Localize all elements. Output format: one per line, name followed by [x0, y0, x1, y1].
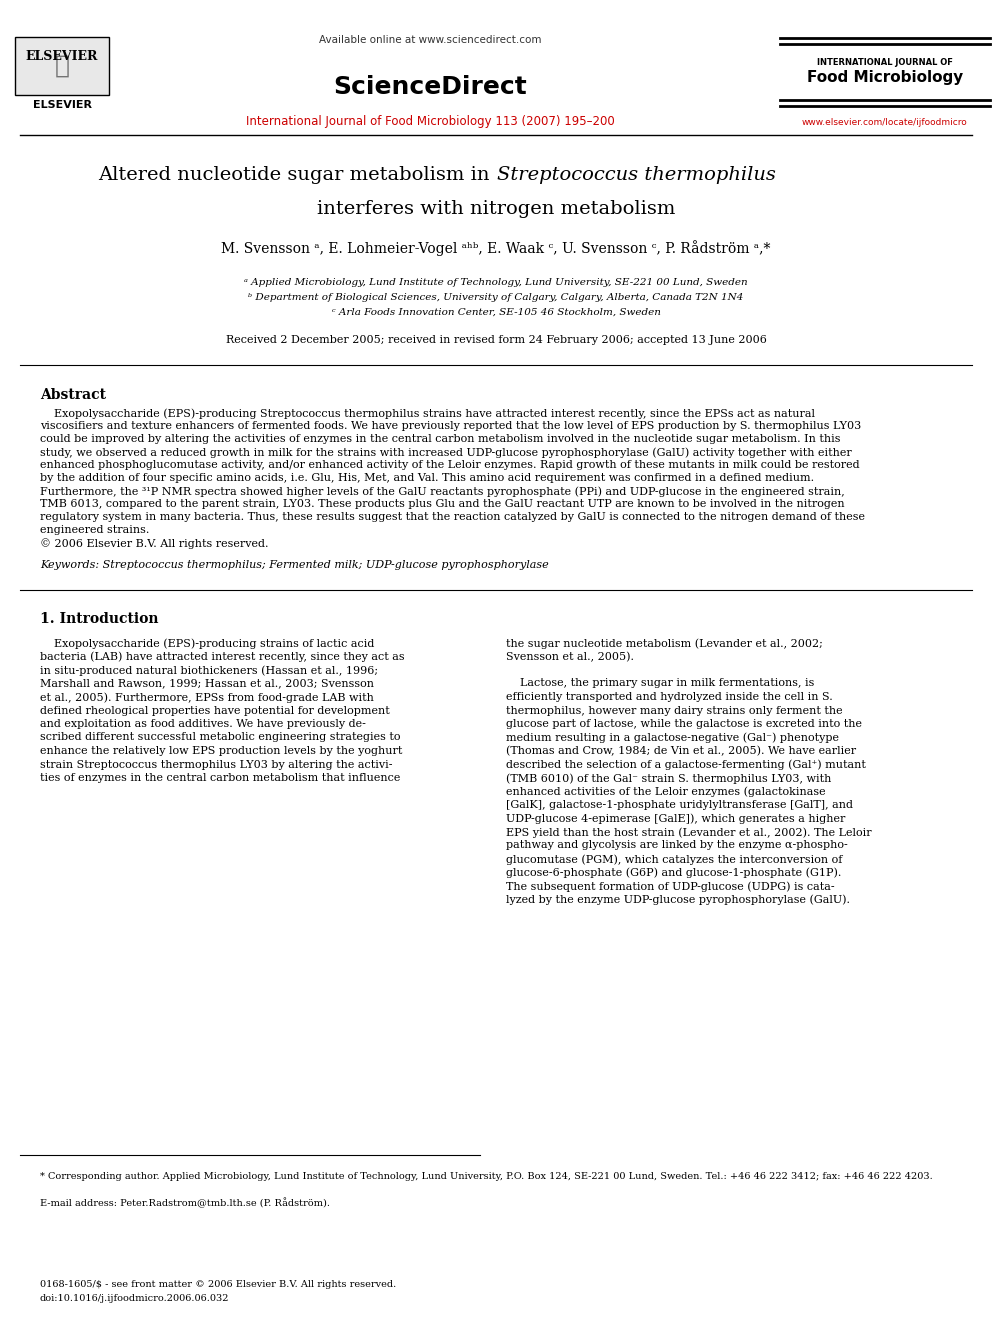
Text: EPS yield than the host strain (Levander et al., 2002). The Leloir: EPS yield than the host strain (Levander…	[506, 827, 872, 837]
Text: thermophilus, however many dairy strains only ferment the: thermophilus, however many dairy strains…	[506, 705, 842, 716]
Text: could be improved by altering the activities of enzymes in the central carbon me: could be improved by altering the activi…	[40, 434, 840, 445]
Text: Marshall and Rawson, 1999; Hassan et al., 2003; Svensson: Marshall and Rawson, 1999; Hassan et al.…	[40, 679, 374, 688]
Text: et al., 2005). Furthermore, EPSs from food-grade LAB with: et al., 2005). Furthermore, EPSs from fo…	[40, 692, 374, 703]
Text: ᵇ Department of Biological Sciences, University of Calgary, Calgary, Alberta, Ca: ᵇ Department of Biological Sciences, Uni…	[248, 292, 744, 302]
Text: UDP-glucose 4-epimerase [GalE]), which generates a higher: UDP-glucose 4-epimerase [GalE]), which g…	[506, 814, 845, 824]
Text: Keywords: Streptococcus thermophilus; Fermented milk; UDP-glucose pyrophosphoryl: Keywords: Streptococcus thermophilus; Fe…	[40, 560, 549, 570]
Text: The subsequent formation of UDP-glucose (UDPG) is cata-: The subsequent formation of UDP-glucose …	[506, 881, 834, 892]
Text: Streptococcus thermophilus: Streptococcus thermophilus	[497, 165, 776, 184]
Text: lyzed by the enzyme UDP-glucose pyrophosphorylase (GalU).: lyzed by the enzyme UDP-glucose pyrophos…	[506, 894, 850, 905]
Text: © 2006 Elsevier B.V. All rights reserved.: © 2006 Elsevier B.V. All rights reserved…	[40, 538, 269, 549]
Text: glucomutase (PGM), which catalyzes the interconversion of: glucomutase (PGM), which catalyzes the i…	[506, 855, 842, 864]
Text: TMB 6013, compared to the parent strain, LY03. These products plus Glu and the G: TMB 6013, compared to the parent strain,…	[40, 499, 844, 509]
Text: Received 2 December 2005; received in revised form 24 February 2006; accepted 13: Received 2 December 2005; received in re…	[225, 335, 767, 345]
Text: www.elsevier.com/locate/ijfoodmicro: www.elsevier.com/locate/ijfoodmicro	[803, 118, 968, 127]
Text: Available online at www.sciencedirect.com: Available online at www.sciencedirect.co…	[318, 34, 542, 45]
Text: Svensson et al., 2005).: Svensson et al., 2005).	[506, 651, 634, 662]
Text: [GalK], galactose-1-phosphate uridylyltransferase [GalT], and: [GalK], galactose-1-phosphate uridylyltr…	[506, 800, 853, 810]
Text: Lactose, the primary sugar in milk fermentations, is: Lactose, the primary sugar in milk ferme…	[506, 679, 814, 688]
Text: glucose part of lactose, while the galactose is excreted into the: glucose part of lactose, while the galac…	[506, 718, 862, 729]
Text: enhanced activities of the Leloir enzymes (galactokinase: enhanced activities of the Leloir enzyme…	[506, 786, 825, 796]
Text: viscosifiers and texture enhancers of fermented foods. We have previously report: viscosifiers and texture enhancers of fe…	[40, 421, 861, 431]
Text: Abstract: Abstract	[40, 388, 106, 402]
Text: M. Svensson ᵃ, E. Lohmeier-Vogel ᵃʰᵇ, E. Waak ᶜ, U. Svensson ᶜ, P. Rådström ᵃ,*: M. Svensson ᵃ, E. Lohmeier-Vogel ᵃʰᵇ, E.…	[221, 239, 771, 255]
Text: and exploitation as food additives. We have previously de-: and exploitation as food additives. We h…	[40, 718, 366, 729]
Text: INTERNATIONAL JOURNAL OF: INTERNATIONAL JOURNAL OF	[817, 58, 953, 67]
Text: bacteria (LAB) have attracted interest recently, since they act as: bacteria (LAB) have attracted interest r…	[40, 651, 405, 662]
Text: 0168-1605/$ - see front matter © 2006 Elsevier B.V. All rights reserved.: 0168-1605/$ - see front matter © 2006 El…	[40, 1279, 396, 1289]
Text: defined rheological properties have potential for development: defined rheological properties have pote…	[40, 705, 390, 716]
Text: Exopolysaccharide (EPS)-producing strains of lactic acid: Exopolysaccharide (EPS)-producing strain…	[40, 638, 374, 648]
Text: ELSEVIER: ELSEVIER	[33, 101, 91, 110]
Text: ᵃ Applied Microbiology, Lund Institute of Technology, Lund University, SE-221 00: ᵃ Applied Microbiology, Lund Institute o…	[244, 278, 748, 287]
Text: enhance the relatively low EPS production levels by the yoghurt: enhance the relatively low EPS productio…	[40, 746, 403, 755]
Text: Exopolysaccharide (EPS)-producing Streptococcus thermophilus strains have attrac: Exopolysaccharide (EPS)-producing Strept…	[40, 407, 815, 418]
Text: described the selection of a galactose-fermenting (Gal⁺) mutant: described the selection of a galactose-f…	[506, 759, 866, 770]
Text: 🌲: 🌲	[55, 54, 69, 78]
Text: pathway and glycolysis are linked by the enzyme α-phospho-: pathway and glycolysis are linked by the…	[506, 840, 848, 851]
Text: regulatory system in many bacteria. Thus, these results suggest that the reactio: regulatory system in many bacteria. Thus…	[40, 512, 865, 523]
Text: (TMB 6010) of the Gal⁻ strain S. thermophilus LY03, with: (TMB 6010) of the Gal⁻ strain S. thermop…	[506, 773, 831, 783]
Text: ᶜ Arla Foods Innovation Center, SE-105 46 Stockholm, Sweden: ᶜ Arla Foods Innovation Center, SE-105 4…	[331, 308, 661, 318]
Text: engineered strains.: engineered strains.	[40, 525, 150, 534]
Text: strain Streptococcus thermophilus LY03 by altering the activi-: strain Streptococcus thermophilus LY03 b…	[40, 759, 393, 770]
Text: glucose-6-phosphate (G6P) and glucose-1-phosphate (G1P).: glucose-6-phosphate (G6P) and glucose-1-…	[506, 868, 841, 878]
Text: in situ-produced natural biothickeners (Hassan et al., 1996;: in situ-produced natural biothickeners (…	[40, 665, 378, 676]
Text: interferes with nitrogen metabolism: interferes with nitrogen metabolism	[316, 200, 676, 218]
Text: Food Microbiology: Food Microbiology	[806, 70, 963, 85]
Text: efficiently transported and hydrolyzed inside the cell in S.: efficiently transported and hydrolyzed i…	[506, 692, 832, 703]
Text: by the addition of four specific amino acids, i.e. Glu, His, Met, and Val. This : by the addition of four specific amino a…	[40, 474, 814, 483]
Text: study, we observed a reduced growth in milk for the strains with increased UDP-g: study, we observed a reduced growth in m…	[40, 447, 852, 458]
Text: doi:10.1016/j.ijfoodmicro.2006.06.032: doi:10.1016/j.ijfoodmicro.2006.06.032	[40, 1294, 229, 1303]
Text: ties of enzymes in the central carbon metabolism that influence: ties of enzymes in the central carbon me…	[40, 773, 401, 783]
Text: E-mail address: Peter.Radstrom@tmb.lth.se (P. Rådström).: E-mail address: Peter.Radstrom@tmb.lth.s…	[40, 1199, 330, 1208]
Bar	[15, 37, 109, 95]
Text: International Journal of Food Microbiology 113 (2007) 195–200: International Journal of Food Microbiolo…	[246, 115, 614, 128]
Text: Altered nucleotide sugar metabolism in: Altered nucleotide sugar metabolism in	[98, 165, 496, 184]
Text: ScienceDirect: ScienceDirect	[333, 75, 527, 99]
Text: ELSEVIER: ELSEVIER	[26, 50, 98, 64]
Text: 1. Introduction: 1. Introduction	[40, 613, 159, 626]
Text: scribed different successful metabolic engineering strategies to: scribed different successful metabolic e…	[40, 733, 401, 742]
Text: medium resulting in a galactose-negative (Gal⁻) phenotype: medium resulting in a galactose-negative…	[506, 733, 839, 744]
Text: Furthermore, the ³¹P NMR spectra showed higher levels of the GalU reactants pyro: Furthermore, the ³¹P NMR spectra showed …	[40, 486, 845, 496]
Text: enhanced phosphoglucomutase activity, and/or enhanced activity of the Leloir enz: enhanced phosphoglucomutase activity, an…	[40, 460, 860, 470]
Text: the sugar nucleotide metabolism (Levander et al., 2002;: the sugar nucleotide metabolism (Levande…	[506, 638, 823, 648]
Text: (Thomas and Crow, 1984; de Vin et al., 2005). We have earlier: (Thomas and Crow, 1984; de Vin et al., 2…	[506, 746, 856, 757]
Text: * Corresponding author. Applied Microbiology, Lund Institute of Technology, Lund: * Corresponding author. Applied Microbio…	[40, 1172, 932, 1181]
